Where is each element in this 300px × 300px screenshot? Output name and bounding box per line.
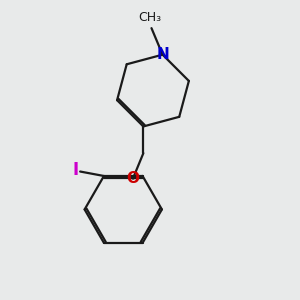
Text: I: I bbox=[73, 161, 79, 179]
Text: CH₃: CH₃ bbox=[138, 11, 162, 24]
Text: O: O bbox=[127, 171, 140, 186]
Text: N: N bbox=[156, 47, 169, 62]
